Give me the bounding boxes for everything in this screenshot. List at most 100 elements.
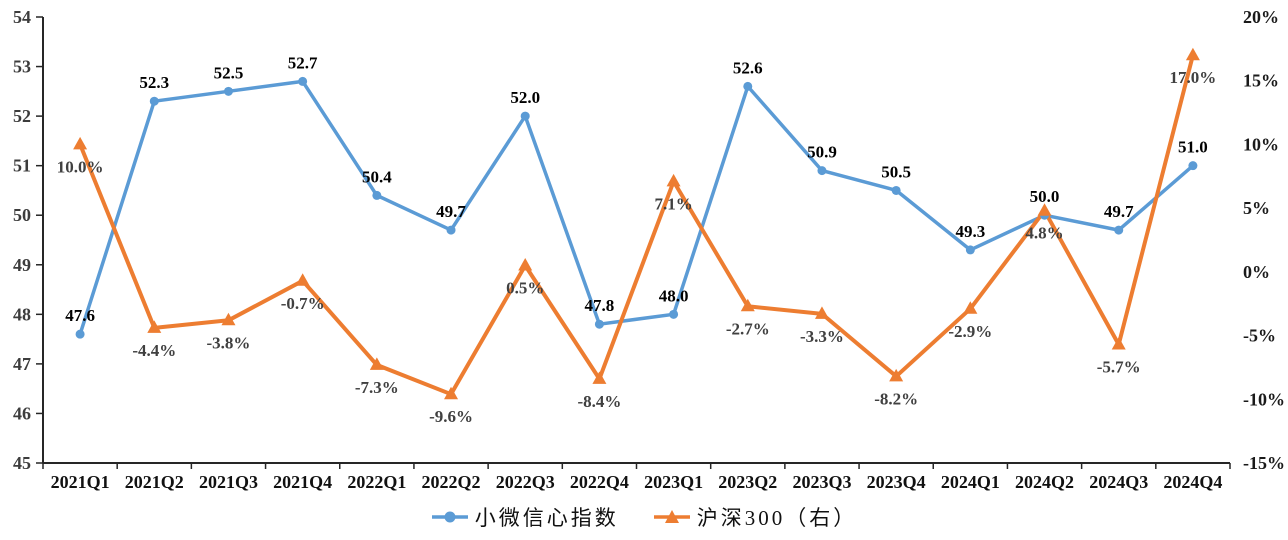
data-label: 47.6 [65, 306, 95, 325]
legend-item-confidence-index: 小微信心指数 [431, 502, 619, 532]
right-axis-tick-label: 10% [1243, 134, 1279, 154]
triangle-point-marker [369, 357, 384, 370]
triangle-point-marker [1037, 203, 1052, 216]
triangle-point-marker [963, 301, 978, 314]
right-axis-tick-label: 0% [1243, 262, 1270, 282]
x-axis-label: 2023Q3 [792, 472, 851, 492]
triangle-point-marker [221, 312, 236, 326]
circle-point-marker [965, 245, 975, 255]
right-axis-tick-label: 20% [1243, 7, 1279, 27]
x-axis-label: 2021Q3 [199, 472, 258, 492]
data-label: -8.2% [874, 389, 918, 408]
triangle-point-marker [1185, 47, 1200, 61]
triangle-point-marker [814, 306, 829, 319]
data-label: 47.8 [585, 296, 615, 315]
left-axis-tick-label: 52 [13, 106, 31, 126]
triangle-point-marker [295, 273, 310, 286]
data-label: -2.9% [948, 322, 992, 341]
data-label: 50.0 [1030, 187, 1060, 206]
data-label: -4.4% [132, 341, 176, 360]
x-axis-label: 2024Q4 [1163, 472, 1222, 492]
triangle-point-marker [1111, 336, 1126, 350]
right-axis-tick-label: -15% [1243, 453, 1285, 473]
circle-point-marker [75, 329, 85, 339]
x-axis-label: 2022Q2 [422, 472, 481, 492]
triangle-point-marker [147, 320, 162, 333]
right-axis-tick-label: 5% [1243, 198, 1270, 218]
x-axis-label: 2021Q1 [51, 472, 110, 492]
data-label: -9.6% [429, 407, 473, 426]
circle-point-marker [149, 96, 159, 106]
data-label: 7.1% [654, 194, 692, 213]
data-label: 52.5 [214, 63, 244, 82]
csi300-line [78, 53, 1195, 397]
data-label: 0.5% [506, 278, 544, 297]
right-axis-tick-label: -5% [1243, 326, 1276, 346]
circle-point-marker [223, 86, 233, 96]
data-label: -2.7% [726, 319, 770, 338]
triangle-point-marker [889, 368, 904, 382]
left-axis-tick-label: 47 [13, 354, 31, 374]
left-axis-tick-label: 54 [13, 7, 31, 27]
data-label: -5.7% [1097, 357, 1141, 376]
x-axis-label: 2021Q4 [273, 472, 332, 492]
left-axis-tick-label: 45 [13, 453, 31, 473]
circle-point-marker [1114, 225, 1124, 235]
x-axis-label: 2023Q2 [718, 472, 777, 492]
chart-legend: 小微信心指数 沪深300（右） [0, 497, 1288, 537]
left-axis-tick-label: 48 [13, 304, 31, 324]
circle-point-marker [817, 166, 827, 176]
x-axis-label: 2022Q3 [496, 472, 555, 492]
data-label: -3.8% [207, 333, 251, 352]
data-label: 52.0 [510, 88, 540, 107]
data-label: -3.3% [800, 327, 844, 346]
x-axis-label: 2022Q1 [347, 472, 406, 492]
x-axis-label: 2022Q4 [570, 472, 629, 492]
left-axis-tick-label: 46 [13, 403, 31, 423]
triangle-point-marker [592, 371, 607, 384]
data-label: 52.6 [733, 58, 763, 77]
data-label: 50.4 [362, 167, 392, 186]
triangle-point-marker [666, 173, 681, 187]
x-axis-label: 2021Q2 [125, 472, 184, 492]
line-circle-marker-icon [431, 511, 468, 523]
circle-point-marker [520, 111, 530, 121]
legend-label-csi300: 沪深300（右） [696, 506, 858, 530]
triangle-point-marker [444, 386, 459, 400]
legend-item-csi300: 沪深300（右） [653, 502, 858, 532]
data-label: 10.0% [57, 157, 104, 176]
circle-point-marker [891, 185, 901, 195]
triangle-point-marker [518, 257, 533, 271]
circle-point-marker [298, 76, 308, 86]
data-label: 52.7 [288, 53, 318, 72]
data-label: 50.9 [807, 143, 837, 162]
x-axis-label: 2024Q2 [1015, 472, 1074, 492]
right-axis-tick-label: 15% [1243, 71, 1279, 91]
data-label: 48.0 [659, 286, 689, 305]
confidence-index-line [78, 79, 1195, 336]
data-label: 52.3 [139, 73, 169, 92]
circle-point-marker [594, 319, 604, 329]
data-label: 51.0 [1178, 138, 1208, 157]
triangle-point-marker [740, 298, 755, 312]
data-label: -8.4% [577, 392, 621, 411]
legend-triangle-orange [664, 510, 679, 523]
x-axis-label: 2024Q3 [1089, 472, 1148, 492]
legend-label-confidence-index: 小微信心指数 [474, 506, 619, 530]
line-triangle-marker-icon [653, 510, 690, 523]
legend-circle-blue [444, 511, 456, 523]
left-axis-tick-label: 51 [13, 156, 31, 176]
data-label: 49.7 [436, 202, 466, 221]
data-label: 49.7 [1104, 202, 1134, 221]
circle-point-marker [446, 225, 456, 235]
circle-point-marker [669, 309, 679, 319]
x-axis-label: 2023Q4 [867, 472, 926, 492]
circle-point-marker [1188, 161, 1198, 171]
circle-point-marker [372, 190, 382, 200]
data-label: 49.3 [955, 222, 985, 241]
data-label: -0.7% [281, 294, 325, 313]
left-axis-tick-label: 49 [13, 255, 31, 275]
data-label: 17.0% [1170, 68, 1217, 87]
right-axis-tick-label: -10% [1243, 389, 1285, 409]
